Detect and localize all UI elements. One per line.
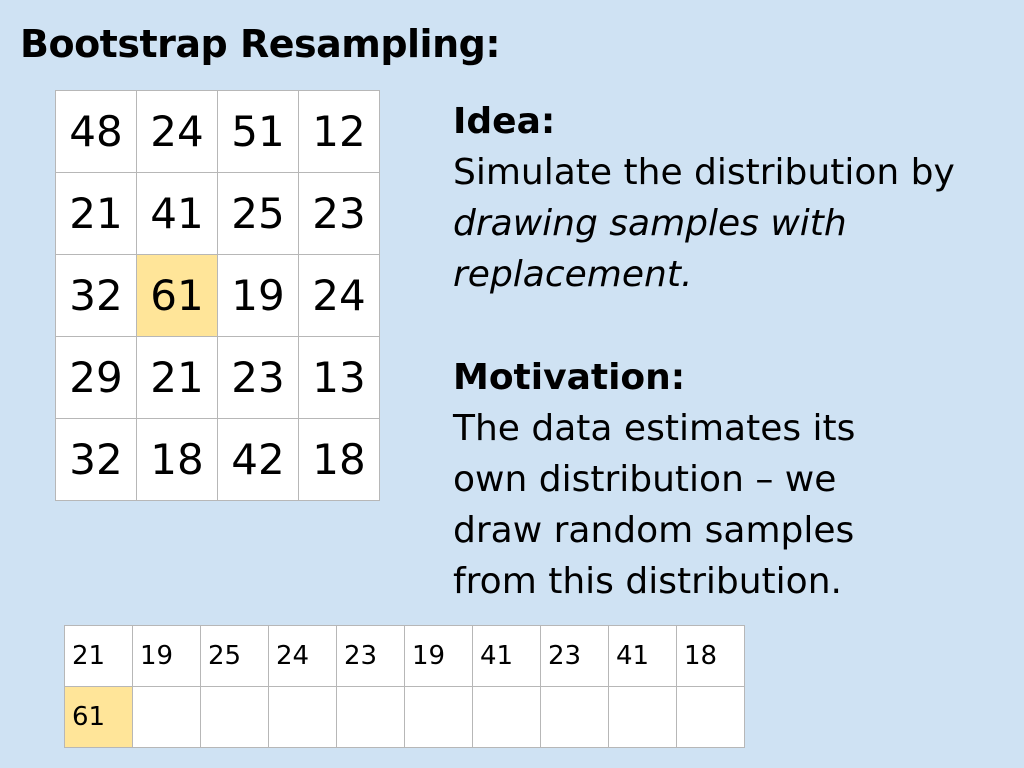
table-cell [608,686,677,748]
table-cell: 18 [676,625,745,687]
table-row: 32 61 19 24 [55,254,380,337]
table-row: 32 18 42 18 [55,418,380,501]
table-cell: 29 [55,336,137,419]
idea-text-plain: Simulate the distribution by [453,152,955,193]
table-cell: 19 [404,625,473,687]
table-cell: 24 [136,90,218,173]
table-cell [200,686,269,748]
table-cell: 32 [55,254,137,337]
motivation-block: Motivation: The data estimates its own d… [453,352,1013,607]
table-cell: 12 [298,90,380,173]
motivation-text: The data estimates its own distribution … [453,408,856,602]
table-cell: 23 [540,625,609,687]
table-cell: 21 [55,172,137,255]
sample-table: 21 19 25 24 23 19 41 23 41 18 61 [64,625,745,748]
idea-text-emphasis: drawing samples with replacement. [453,203,847,295]
table-row: 21 41 25 23 [55,172,380,255]
table-cell [676,686,745,748]
table-cell: 23 [217,336,299,419]
table-cell: 41 [472,625,541,687]
motivation-heading: Motivation: [453,357,686,398]
table-cell: 24 [268,625,337,687]
table-cell [268,686,337,748]
table-cell: 18 [136,418,218,501]
table-cell: 41 [608,625,677,687]
table-row: 29 21 23 13 [55,336,380,419]
table-cell: 25 [200,625,269,687]
table-cell: 25 [217,172,299,255]
highlighted-cell: 61 [64,686,133,748]
table-cell [472,686,541,748]
table-cell: 23 [336,625,405,687]
table-cell: 24 [298,254,380,337]
table-cell: 42 [217,418,299,501]
table-cell: 19 [217,254,299,337]
table-row: 61 [64,686,745,748]
table-cell: 13 [298,336,380,419]
table-cell: 21 [136,336,218,419]
table-cell: 23 [298,172,380,255]
table-cell: 18 [298,418,380,501]
data-table: 48 24 51 12 21 41 25 23 32 61 19 24 29 2… [55,90,380,501]
table-cell: 19 [132,625,201,687]
table-cell: 32 [55,418,137,501]
table-cell: 21 [64,625,133,687]
highlighted-cell: 61 [136,254,218,337]
table-cell: 51 [217,90,299,173]
table-cell: 41 [136,172,218,255]
table-row: 48 24 51 12 [55,90,380,173]
slide-title: Bootstrap Resampling: [20,22,501,66]
table-cell [336,686,405,748]
table-row: 21 19 25 24 23 19 41 23 41 18 [64,625,745,687]
table-cell [132,686,201,748]
table-cell [540,686,609,748]
table-cell: 48 [55,90,137,173]
idea-text: Simulate the distribution by drawing sam… [453,147,1013,300]
idea-block: Idea: Simulate the distribution by drawi… [453,96,1013,300]
table-cell [404,686,473,748]
idea-heading: Idea: [453,101,556,142]
